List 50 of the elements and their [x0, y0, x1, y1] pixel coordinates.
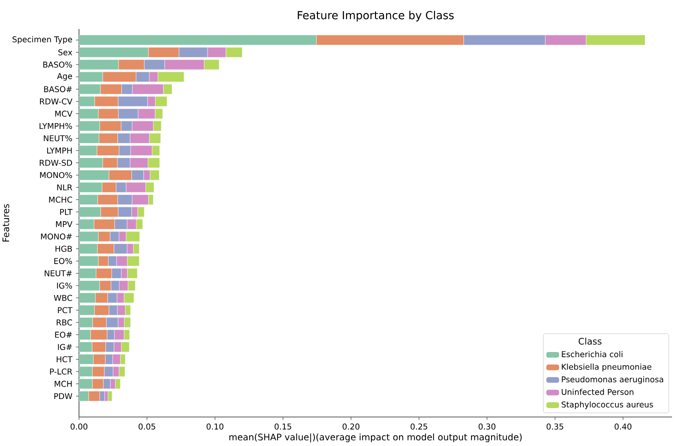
- legend-label: Staphylococcus aureus: [562, 401, 653, 410]
- x-tick-label: 0.15: [274, 424, 292, 430]
- y-tick-label: Sex: [58, 49, 72, 56]
- y-tick-label: BASO%: [43, 62, 72, 68]
- x-tick-label: 0.00: [70, 424, 88, 430]
- legend-label: Pseudomonas aeruginosa: [562, 376, 664, 384]
- chart-title: Feature Importance by Class: [298, 10, 454, 22]
- y-tick-label: RDW-CV: [40, 98, 72, 104]
- y-axis-title: Features: [2, 204, 10, 242]
- y-tick-label: EO%: [54, 258, 72, 264]
- y-tick-label: LYMPH: [47, 148, 72, 154]
- y-tick-label: NLR: [57, 184, 72, 190]
- y-tick-label: HGB: [56, 246, 72, 252]
- x-tick-label: 0.40: [614, 424, 632, 430]
- y-tick-label: RDW-SD: [40, 160, 72, 166]
- y-tick-label: Specimen Type: [12, 36, 72, 44]
- legend-title: Class: [578, 338, 602, 345]
- y-tick-label: IG#: [58, 344, 72, 350]
- x-tick-label: 0.20: [342, 424, 360, 430]
- x-tick-label: 0.10: [206, 424, 224, 430]
- y-tick-label: PLT: [60, 209, 72, 215]
- bar: [108, 390, 112, 402]
- x-tick-label: 0.35: [546, 424, 564, 430]
- y-tick-label: MCH: [54, 380, 72, 387]
- legend-label: Escherichia coli: [562, 351, 622, 358]
- y-tick-label: NEUT%: [44, 135, 72, 142]
- y-tick-label: LYMPH%: [40, 122, 72, 130]
- y-tick-label: MONO%: [40, 172, 72, 178]
- y-tick-label: PDW: [54, 393, 72, 400]
- x-tick-label: 0.05: [138, 424, 156, 430]
- y-tick-label: BASO#: [44, 86, 72, 92]
- y-tick-label: NEUT#: [44, 270, 72, 276]
- y-tick-label: PCT: [58, 307, 72, 314]
- y-tick-label: MPV: [56, 221, 72, 228]
- y-tick-label: MCV: [55, 110, 72, 117]
- y-tick-label: MONO#: [41, 233, 72, 240]
- legend-label: Klebsiella pneumoniae: [562, 364, 652, 372]
- y-tick-label: IG%: [57, 282, 72, 289]
- x-tick-label: 0.30: [478, 424, 496, 430]
- legend-label: Uninfected Person: [562, 388, 634, 395]
- x-axis-title: mean(SHAP value|)(average impact on model output magnitude): [229, 433, 522, 442]
- y-tick-label: MCHC: [49, 196, 72, 203]
- y-tick-label: HCT: [56, 356, 72, 362]
- y-tick-label: Age: [57, 73, 72, 81]
- x-tick-label: 0.25: [410, 424, 428, 430]
- y-tick-label: WBC: [54, 294, 72, 301]
- y-tick-label: RBC: [56, 319, 72, 326]
- bar: [104, 390, 108, 402]
- y-tick-label: EO#: [55, 332, 72, 338]
- y-tick-label: P-LCR: [50, 368, 72, 375]
